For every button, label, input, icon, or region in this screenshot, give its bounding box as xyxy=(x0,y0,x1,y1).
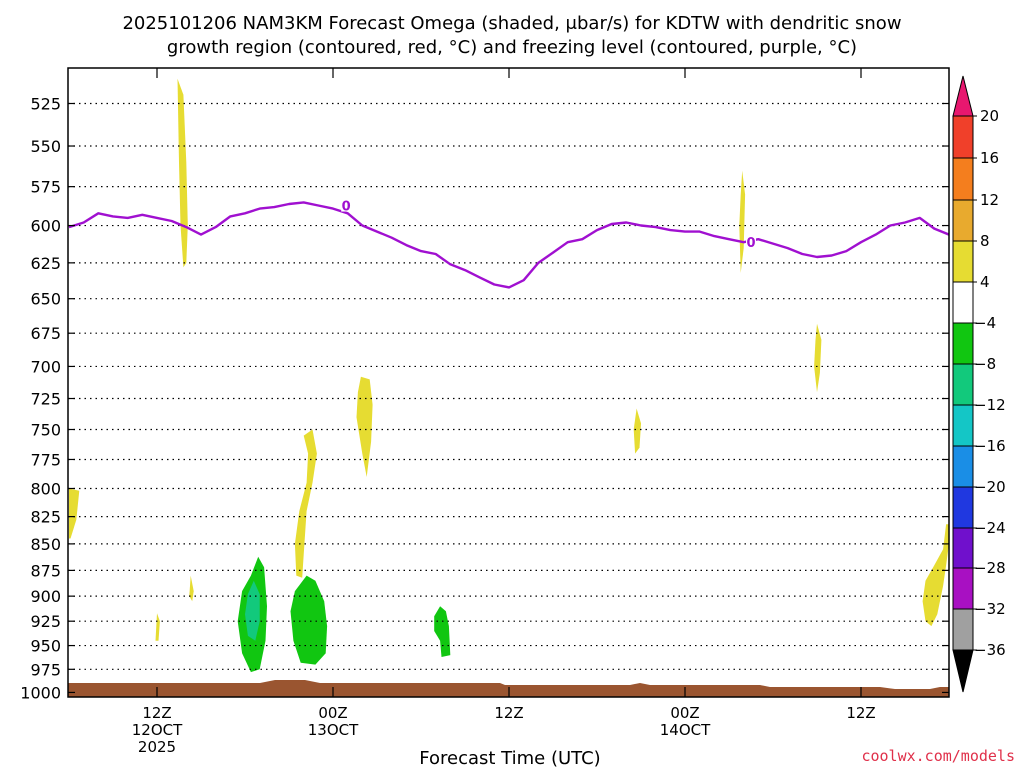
y-tick-label-725: 725 xyxy=(30,390,61,409)
y-tick-label-800: 800 xyxy=(30,479,61,498)
colorbar-swatch-4 xyxy=(952,281,974,324)
omega-region-yellow-tower-13z xyxy=(177,78,188,268)
x-tick-label-12-2: 2025 xyxy=(138,738,176,756)
x-tick-label-24-1: 13OCT xyxy=(308,721,359,739)
colorbar-label-4: 4 xyxy=(980,273,990,291)
colorbar-swatch-10 xyxy=(952,527,974,569)
colorbar-label-6: −8 xyxy=(974,355,996,373)
colorbar-swatch-1 xyxy=(952,157,974,201)
colorbar-label-12: −32 xyxy=(974,600,1006,618)
y-tick-label-975: 975 xyxy=(30,660,61,679)
y-tick-label-600: 600 xyxy=(30,217,61,236)
colorbar-bottom-triangle xyxy=(952,649,974,693)
pressure-gridlines xyxy=(68,102,949,694)
omega-region-yellow-spot-12z xyxy=(155,613,160,641)
omega-region-yellow-left-edge xyxy=(69,488,80,539)
x-axis-title: Forecast Time (UTC) xyxy=(419,748,600,768)
colorbar-label-0: 20 xyxy=(980,107,999,125)
contour-label-0: 0 xyxy=(342,200,351,215)
omega-region-green-blob-23z xyxy=(290,575,328,665)
omega-shading xyxy=(69,78,949,673)
y-tick-label-750: 750 xyxy=(30,421,61,440)
colorbar-top-triangle xyxy=(952,75,974,117)
colorbar-label-7: −12 xyxy=(974,396,1006,414)
colorbar-swatch-5 xyxy=(952,322,974,365)
y-tick-label-625: 625 xyxy=(30,254,61,273)
freezing-level-line xyxy=(68,201,949,289)
y-tick-label-650: 650 xyxy=(30,290,61,309)
y-tick-label-950: 950 xyxy=(30,637,61,656)
omega-region-yellow-blob-26z xyxy=(356,376,373,477)
y-tick-label-875: 875 xyxy=(30,561,61,580)
omega-region-yellow-spot-14z xyxy=(189,575,194,602)
y-tick-label-550: 550 xyxy=(30,137,61,156)
colorbar-label-13: −36 xyxy=(974,641,1006,659)
y-tick-label-775: 775 xyxy=(30,450,61,469)
y-tick-label-825: 825 xyxy=(30,508,61,527)
freezing-level-contour: 00 xyxy=(68,197,949,289)
colorbar-label-9: −20 xyxy=(974,478,1006,496)
colorbar-swatch-7 xyxy=(952,404,974,447)
colorbar-swatch-0 xyxy=(952,115,974,159)
omega-region-yellow-sliver-52z xyxy=(739,170,746,273)
colorbar-swatch-9 xyxy=(952,486,974,529)
y-tick-label-925: 925 xyxy=(30,612,61,631)
colorbar-label-10: −24 xyxy=(974,519,1006,537)
chart-title-line-1: 2025101206 NAM3KM Forecast Omega (shaded… xyxy=(122,13,901,34)
y-tick-label-675: 675 xyxy=(30,324,61,343)
y-tick-label-900: 900 xyxy=(30,587,61,606)
colorbar-label-5: −4 xyxy=(974,314,996,332)
colorbar-label-8: −16 xyxy=(974,437,1006,455)
y-tick-label-525: 525 xyxy=(30,94,61,113)
omega-region-yellow-band-21z xyxy=(294,429,317,578)
x-tick-label-12-1: 12OCT xyxy=(132,721,183,739)
y-axis: 525 550 575 600 625 650 675 700 725 750 775 800 825 8… xyxy=(20,94,949,702)
colorbar: 20 16 12 8 4 −4 −8 −12 −16 −20 −24 −28 −32 −36 xyxy=(952,75,1006,693)
colorbar-label-3: 8 xyxy=(980,232,990,250)
colorbar-swatch-11 xyxy=(952,567,974,610)
y-tick-label-700: 700 xyxy=(30,357,61,376)
chart-title-line-2: growth region (contoured, red, °C) and f… xyxy=(167,37,857,58)
omega-region-yellow-sliver-58z xyxy=(814,323,822,393)
omega-region-yellow-right-edge xyxy=(922,524,949,627)
x-tick-label-60-0: 12Z xyxy=(846,704,875,722)
credit-text: coolwx.com/models xyxy=(861,747,1015,765)
x-tick-label-24-0: 00Z xyxy=(318,704,347,722)
colorbar-label-2: 12 xyxy=(980,191,999,209)
x-tick-label-36-0: 12Z xyxy=(494,704,523,722)
omega-region-green-blob-31z xyxy=(434,606,451,657)
colorbar-label-1: 16 xyxy=(980,149,999,167)
colorbar-swatch-3 xyxy=(952,240,974,283)
colorbar-swatch-6 xyxy=(952,363,974,406)
omega-region-yellow-sliver-45z xyxy=(633,408,641,454)
x-tick-label-48-0: 00Z xyxy=(670,704,699,722)
contour-label-1: 0 xyxy=(746,236,755,251)
colorbar-swatch-2 xyxy=(952,199,974,242)
colorbar-swatch-12 xyxy=(952,608,974,651)
y-tick-label-1000: 1000 xyxy=(20,683,61,702)
contour-label-bg-1 xyxy=(746,234,756,249)
x-tick-label-48-1: 14OCT xyxy=(660,721,711,739)
colorbar-label-11: −28 xyxy=(974,559,1006,577)
contour-label-bg-0 xyxy=(341,197,352,212)
y-tick-label-575: 575 xyxy=(30,178,61,197)
x-tick-label-12-0: 12Z xyxy=(142,704,171,722)
colorbar-swatch-8 xyxy=(952,445,974,488)
y-tick-label-850: 850 xyxy=(30,535,61,554)
